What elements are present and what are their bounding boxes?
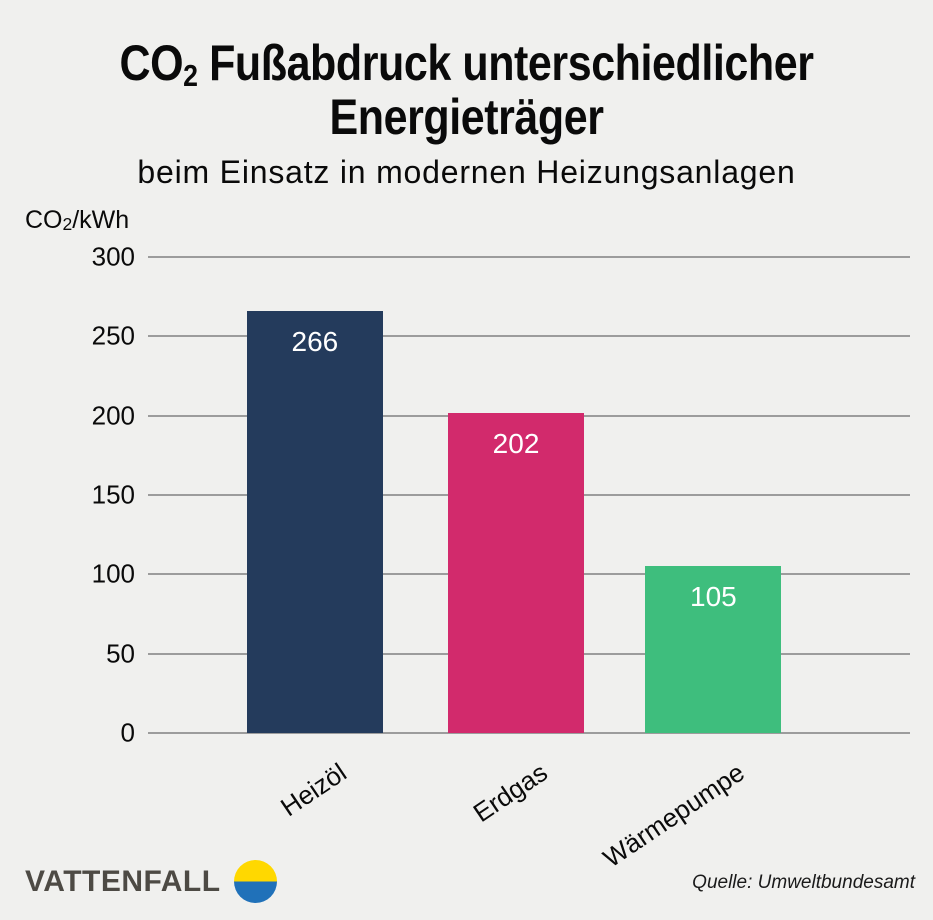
chart-title-line-1: CO2 Fußabdruck unterschiedlicher [65, 35, 867, 93]
x-tick-label-erdgas: Erdgas [467, 757, 553, 828]
y-tick-label-150: 150 [91, 479, 135, 510]
unit-post: /kWh [72, 206, 130, 234]
bar-chart-plot-area: 300 250 200 150 100 50 0 266 Heizöl 202 Erdgas 105 W… [92, 242, 910, 873]
chart-header: CO2 Fußabdruck unterschiedlicher Energie… [0, 36, 933, 191]
bar-value-label-heizl: 266 [291, 325, 339, 357]
y-axis-unit-label: CO2/kWh [25, 206, 129, 235]
unit-subscript: 2 [62, 214, 73, 235]
bar-heizl: 266 [246, 310, 383, 733]
gridline-0 [148, 732, 910, 734]
y-tick-label-250: 250 [91, 320, 135, 351]
title-subscript: 2 [183, 57, 198, 93]
unit-pre: CO [25, 206, 63, 234]
source-credit: Quelle: Umweltbundesamt [692, 872, 915, 893]
chart-subtitle: beim Einsatz in modernen Heizungsanlagen [137, 154, 796, 190]
title-rest: Fußabdruck unterschiedlicher [197, 35, 814, 91]
y-tick-label-50: 50 [106, 638, 135, 669]
bar-value-label-erdgas: 202 [492, 427, 540, 459]
vattenfall-wordmark: VATTENFALL [25, 864, 221, 898]
y-tick-label-300: 300 [91, 241, 135, 272]
gridline-300 [148, 256, 910, 258]
vattenfall-logo-circle-icon [233, 860, 277, 903]
y-tick-label-200: 200 [91, 400, 135, 431]
bar-value-label-wrmepumpe: 105 [690, 581, 737, 613]
title-co: CO [119, 35, 184, 91]
bar-erdgas: 202 [448, 412, 585, 733]
bar-wrmepumpe: 105 [645, 566, 782, 733]
gridline-250 [148, 335, 910, 338]
y-tick-label-0: 0 [120, 717, 135, 748]
chart-title-line-2: Energieträger [329, 89, 604, 145]
vattenfall-logo: VATTENFALL [25, 860, 277, 903]
y-tick-label-100: 100 [91, 558, 135, 589]
